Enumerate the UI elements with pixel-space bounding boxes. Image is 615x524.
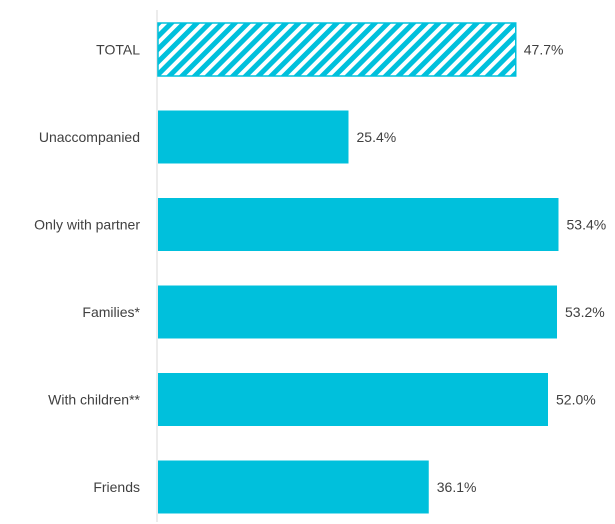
- bars-group: [157, 22, 559, 514]
- category-label-only-with-partner: Only with partner: [34, 217, 140, 233]
- value-label-total: 47.7%: [524, 42, 564, 58]
- bar-friends: [158, 460, 429, 514]
- value-label-friends: 36.1%: [437, 479, 477, 495]
- value-label-with-children: 52.0%: [556, 392, 596, 408]
- category-label-with-children: With children**: [48, 392, 140, 408]
- bar-total: [157, 22, 517, 77]
- value-label-families: 53.2%: [565, 304, 605, 320]
- labels-group: TOTAL 47.7% Unaccompanied 25.4% Only with pa…: [34, 42, 606, 496]
- value-label-unaccompanied: 25.4%: [357, 129, 397, 145]
- category-label-families: Families*: [82, 304, 140, 320]
- bar-unaccompanied: [158, 110, 349, 164]
- bar-families: [158, 285, 557, 339]
- bar-with-children: [158, 373, 548, 426]
- value-label-only-with-partner: 53.4%: [567, 217, 607, 233]
- category-label-friends: Friends: [93, 479, 140, 495]
- category-label-unaccompanied: Unaccompanied: [39, 129, 140, 145]
- category-label-total: TOTAL: [96, 42, 140, 58]
- bar-only-with-partner: [158, 198, 559, 251]
